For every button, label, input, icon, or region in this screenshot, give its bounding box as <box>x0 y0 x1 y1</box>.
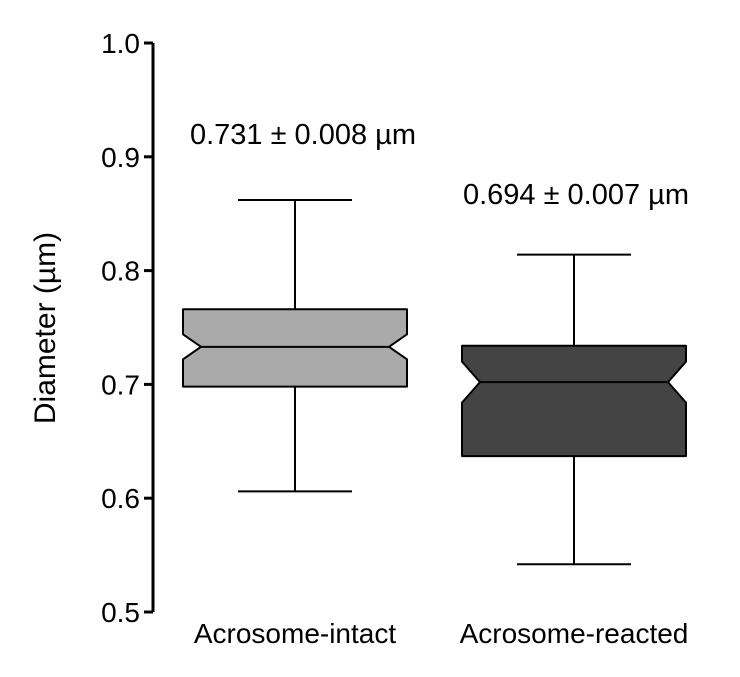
y-tick-label-3: 0.8 <box>101 256 140 287</box>
boxes-layer: Acrosome-intact Acrosome-reacted <box>182 199 689 649</box>
annotations-layer: 0.731 ± 0.008 µm 0.694 ± 0.007 µm <box>190 119 689 211</box>
box-1 <box>461 344 687 458</box>
box-0 <box>182 308 408 388</box>
category-label-1: Acrosome-reacted <box>460 618 689 649</box>
y-tick-label-4: 0.9 <box>101 142 140 173</box>
category-label-0: Acrosome-intact <box>194 618 397 649</box>
y-tick-label-5: 1.0 <box>101 28 140 59</box>
y-tick-label-0: 0.5 <box>101 597 140 628</box>
annotation-1: 0.694 ± 0.007 µm <box>463 179 689 211</box>
y-tick-label-2: 0.7 <box>101 369 140 400</box>
y-axis: 0.5 0.6 0.7 0.8 0.9 1.0 <box>101 28 155 628</box>
annotation-0: 0.731 ± 0.008 µm <box>190 119 416 151</box>
y-tick-label-1: 0.6 <box>101 483 140 514</box>
y-axis-label: Diameter (µm) <box>29 232 62 424</box>
